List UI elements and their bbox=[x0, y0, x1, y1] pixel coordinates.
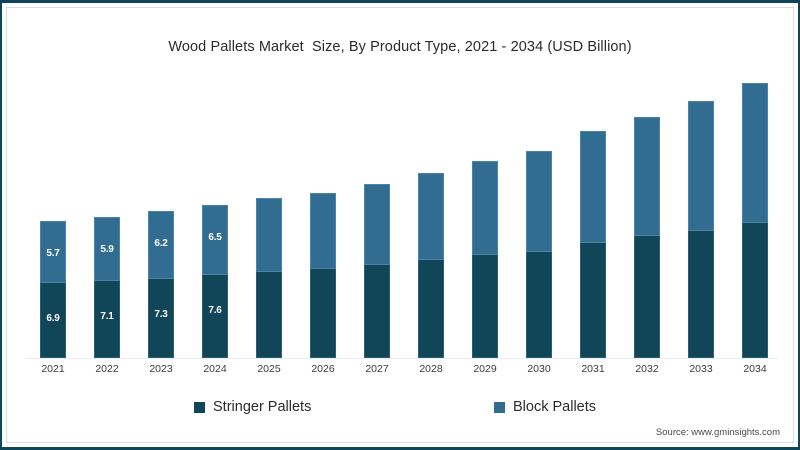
bar-segment-block-pallets[interactable]: 6.5 bbox=[202, 204, 228, 276]
bar-group[interactable] bbox=[364, 184, 390, 358]
bar-segment-stringer-pallets[interactable] bbox=[256, 272, 282, 358]
x-axis-label-2031: 2031 bbox=[581, 363, 605, 375]
legend-label: Stringer Pallets bbox=[213, 399, 312, 415]
x-axis-label-2024: 2024 bbox=[203, 363, 227, 375]
bar-segment-stringer-pallets[interactable] bbox=[310, 268, 336, 358]
x-axis-label-2025: 2025 bbox=[257, 363, 281, 375]
legend-item-block-pallets[interactable]: Block Pallets bbox=[494, 399, 596, 415]
bar-group[interactable]: 5.7 6.9 bbox=[40, 221, 66, 358]
bar-group[interactable] bbox=[256, 198, 282, 358]
bar-segment-block-pallets[interactable]: 5.9 bbox=[94, 216, 120, 281]
bar-segment-block-pallets[interactable] bbox=[472, 161, 498, 255]
bar-group[interactable] bbox=[418, 173, 444, 358]
bar-segment-block-pallets[interactable] bbox=[364, 184, 390, 265]
x-axis-label-2029: 2029 bbox=[473, 363, 497, 375]
bar-group[interactable] bbox=[688, 100, 714, 358]
bar-value-label: 7.6 bbox=[208, 305, 222, 317]
plot-area: 5.7 6.9 5.9 7.1 6.2 7.3 6.5 7.6 bbox=[26, 73, 778, 359]
x-axis-label-2027: 2027 bbox=[365, 363, 389, 375]
chart-legend: Stringer Pallets Block Pallets bbox=[2, 399, 798, 421]
bar-segment-stringer-pallets[interactable]: 6.9 bbox=[40, 283, 66, 358]
bar-segment-block-pallets[interactable] bbox=[688, 100, 714, 231]
bar-segment-stringer-pallets[interactable]: 7.3 bbox=[148, 278, 174, 358]
square-swatch-icon bbox=[494, 401, 505, 413]
bar-segment-stringer-pallets[interactable] bbox=[364, 264, 390, 358]
bar-segment-stringer-pallets[interactable] bbox=[742, 223, 768, 358]
bar-value-label: 6.2 bbox=[154, 238, 168, 250]
bar-group[interactable] bbox=[742, 83, 768, 358]
bar-value-label: 5.9 bbox=[100, 243, 114, 255]
bar-segment-stringer-pallets[interactable] bbox=[418, 260, 444, 358]
x-axis-label-2033: 2033 bbox=[689, 363, 713, 375]
bar-segment-block-pallets[interactable] bbox=[310, 192, 336, 269]
x-axis-label-2021: 2021 bbox=[41, 363, 65, 375]
bar-group[interactable] bbox=[634, 116, 660, 358]
bar-group[interactable] bbox=[580, 131, 606, 358]
x-axis-baseline bbox=[26, 358, 778, 359]
bar-segment-block-pallets[interactable] bbox=[418, 173, 444, 261]
legend-label: Block Pallets bbox=[513, 399, 597, 415]
bar-group[interactable]: 5.9 7.1 bbox=[94, 216, 120, 358]
x-axis-label-2022: 2022 bbox=[95, 363, 119, 375]
bar-value-label: 7.1 bbox=[100, 310, 114, 322]
bar-value-label: 6.5 bbox=[208, 231, 222, 243]
legend-item-stringer-pallets[interactable]: Stringer Pallets bbox=[194, 399, 311, 415]
x-axis-label-2023: 2023 bbox=[149, 363, 173, 375]
page-title: Wood Pallets Market Size, By Product Typ… bbox=[168, 39, 632, 55]
bar-segment-stringer-pallets[interactable] bbox=[634, 236, 660, 358]
bar-segment-stringer-pallets[interactable] bbox=[688, 230, 714, 358]
bar-segment-stringer-pallets[interactable]: 7.1 bbox=[94, 280, 120, 358]
square-swatch-icon bbox=[194, 401, 205, 413]
bar-value-label: 6.9 bbox=[46, 313, 60, 325]
x-axis-label-2028: 2028 bbox=[419, 363, 443, 375]
bar-value-label: 7.3 bbox=[154, 308, 168, 320]
bar-segment-block-pallets[interactable] bbox=[256, 198, 282, 273]
x-axis-label-2034: 2034 bbox=[743, 363, 767, 375]
bar-segment-block-pallets[interactable]: 6.2 bbox=[148, 211, 174, 279]
x-axis-label-2026: 2026 bbox=[311, 363, 335, 375]
inner-border-frame bbox=[6, 7, 794, 443]
bar-segment-block-pallets[interactable] bbox=[634, 116, 660, 237]
bar-group[interactable]: 6.5 7.6 bbox=[202, 204, 228, 358]
bar-group[interactable] bbox=[526, 150, 552, 358]
bar-segment-block-pallets[interactable] bbox=[580, 131, 606, 243]
x-axis-label-2030: 2030 bbox=[527, 363, 551, 375]
bar-segment-stringer-pallets[interactable] bbox=[580, 242, 606, 358]
x-axis-label-2032: 2032 bbox=[635, 363, 659, 375]
bar-value-label: 5.7 bbox=[46, 248, 60, 260]
bar-segment-block-pallets[interactable] bbox=[742, 83, 768, 224]
bar-group[interactable] bbox=[472, 161, 498, 358]
bar-segment-stringer-pallets[interactable]: 7.6 bbox=[202, 275, 228, 358]
x-axis-tick-labels: 2021 2022 2023 2024 2025 2026 2027 2028 2029 2030… bbox=[26, 363, 778, 383]
source-attribution: Source: www.gminsights.com bbox=[655, 427, 780, 438]
bar-group[interactable] bbox=[310, 192, 336, 358]
bar-segment-stringer-pallets[interactable] bbox=[526, 251, 552, 358]
bar-segment-stringer-pallets[interactable] bbox=[472, 254, 498, 358]
bar-segment-block-pallets[interactable]: 5.7 bbox=[40, 221, 66, 284]
bar-group[interactable]: 6.2 7.3 bbox=[148, 211, 174, 358]
bar-segment-block-pallets[interactable] bbox=[526, 150, 552, 252]
